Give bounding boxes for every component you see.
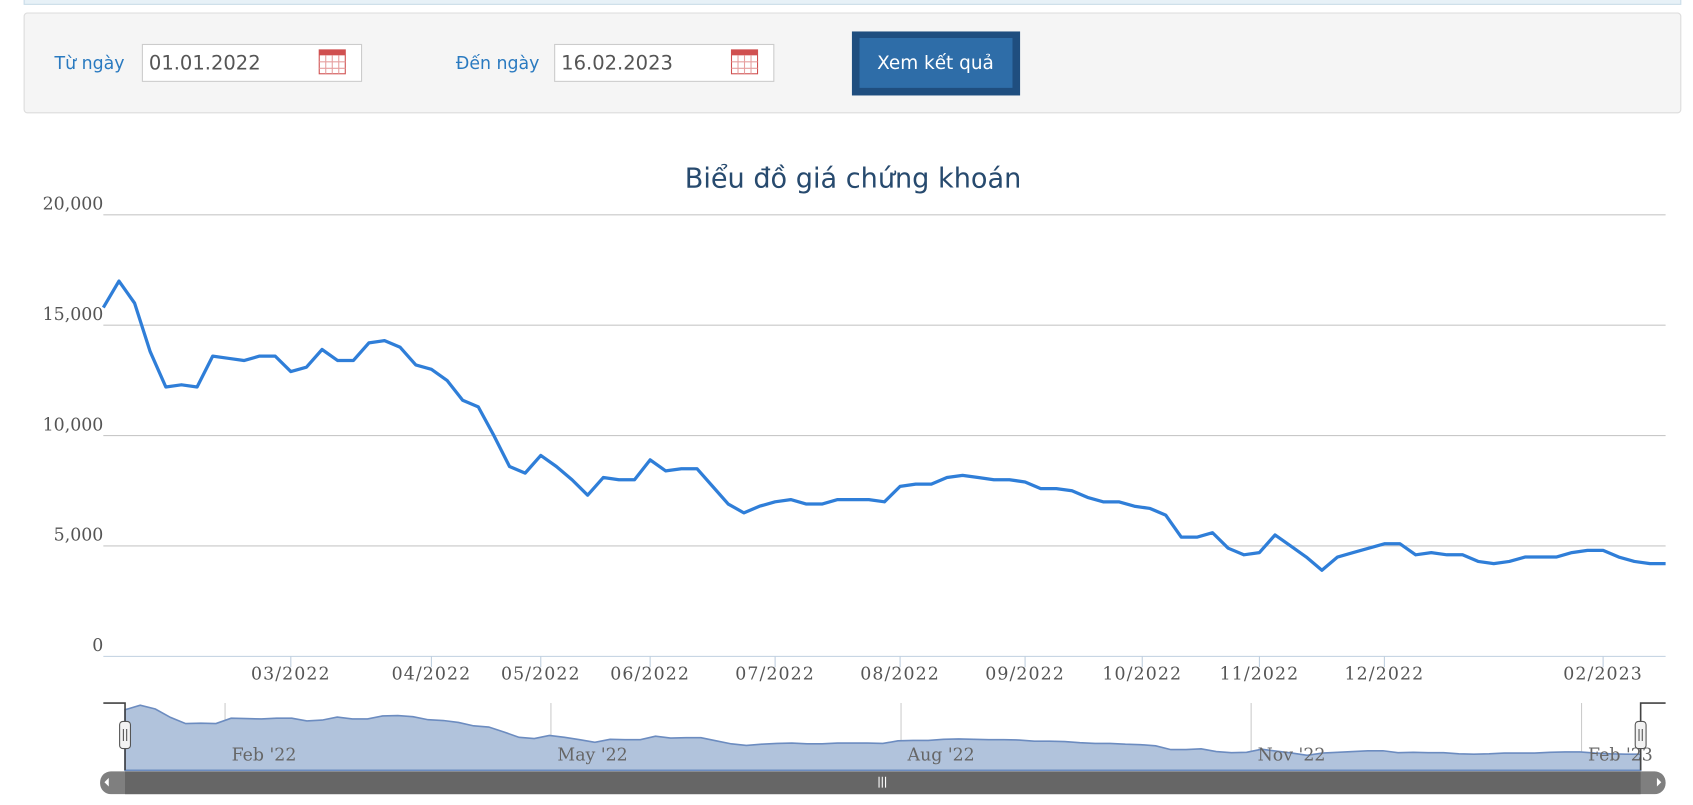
y-tick-label: 0 xyxy=(92,636,103,656)
x-tick-label: 05/2022 xyxy=(501,664,581,684)
x-tick-label: 04/2022 xyxy=(392,664,472,684)
navigator-label: Feb '22 xyxy=(232,746,297,766)
x-tick-label: 11/2022 xyxy=(1220,664,1300,684)
x-tick-label: 10/2022 xyxy=(1102,664,1182,684)
y-tick-label: 10,000 xyxy=(43,415,104,435)
x-tick-label: 06/2022 xyxy=(610,664,690,684)
navigator-label: May '22 xyxy=(557,746,627,766)
calendar-icon[interactable] xyxy=(318,49,346,75)
submit-button[interactable]: Xem kết quả xyxy=(851,31,1021,96)
navigator-area xyxy=(124,704,1642,772)
navigator-frame xyxy=(100,771,1666,795)
navigator-label: Aug '22 xyxy=(907,746,975,766)
x-tick-label: 08/2022 xyxy=(860,664,940,684)
to-label: Đến ngày xyxy=(456,53,540,74)
x-tick-label: 07/2022 xyxy=(735,664,815,684)
handle-grip xyxy=(122,729,128,741)
x-tick-label: 12/2022 xyxy=(1345,664,1425,684)
y-tick-label: 15,000 xyxy=(43,305,104,325)
navigator-label: Feb '23 xyxy=(1588,746,1653,766)
navigator-handle[interactable] xyxy=(119,720,132,750)
y-tick-label: 20,000 xyxy=(43,195,104,215)
top-bar xyxy=(23,0,1682,5)
to-value: 16.02.2023 xyxy=(561,52,673,75)
price-line xyxy=(101,279,1666,572)
navigator-label: Nov '22 xyxy=(1258,746,1326,766)
x-tick-label: 03/2022 xyxy=(251,664,331,684)
button-label[interactable]: Xem kết quả xyxy=(877,53,994,74)
x-tick-label: 09/2022 xyxy=(985,664,1065,684)
calendar-icon[interactable] xyxy=(730,49,759,75)
x-tick-label: 02/2023 xyxy=(1563,664,1643,684)
from-value: 01.01.2022 xyxy=(149,52,261,75)
y-tick-label: 5,000 xyxy=(54,526,104,546)
navigator-handle[interactable] xyxy=(1634,720,1647,750)
handle-grip xyxy=(1638,729,1643,741)
from-label: Từ ngày xyxy=(54,54,125,74)
chart-title: Biểu đồ giá chứng khoán xyxy=(685,164,1022,195)
